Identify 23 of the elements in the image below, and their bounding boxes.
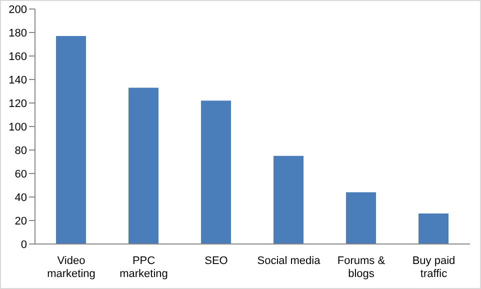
- bar: [56, 36, 86, 244]
- y-tick-label: 120: [8, 98, 27, 110]
- x-tick-label: Video marketing: [47, 255, 96, 280]
- y-tick-label: 100: [8, 121, 27, 134]
- y-tick-label: 200: [8, 4, 27, 16]
- x-tick-label: PPC marketing: [120, 255, 168, 280]
- x-tick-label: SEO: [204, 255, 228, 267]
- x-tick-label: Buy paid traffic: [412, 255, 456, 280]
- y-tick-label: 80: [14, 144, 27, 157]
- x-tick-label: Forums & blogs: [337, 255, 386, 280]
- x-tick-label: Social media: [257, 255, 322, 267]
- y-tick-label: 160: [8, 50, 27, 63]
- y-tick-label: 20: [14, 215, 27, 228]
- bar: [201, 100, 231, 244]
- y-tick-label: 60: [14, 168, 27, 180]
- bar: [346, 192, 376, 244]
- bar: [128, 88, 158, 244]
- bar: [274, 156, 304, 244]
- y-tick-label: 180: [8, 27, 27, 40]
- bar: [418, 213, 448, 244]
- y-tick-label: 140: [8, 74, 27, 86]
- y-tick-label: 0: [20, 238, 27, 251]
- y-tick-label: 40: [14, 192, 27, 204]
